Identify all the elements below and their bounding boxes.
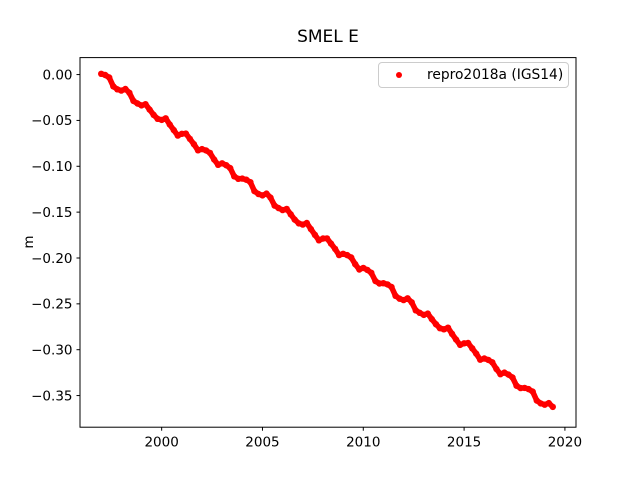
- y-axis-label: m: [21, 235, 37, 249]
- y-tick-label: 0.00: [42, 67, 72, 83]
- data-point: [428, 315, 435, 323]
- data-point: [331, 245, 339, 253]
- data-point: [489, 359, 496, 366]
- data-point: [469, 345, 476, 352]
- data-point: [493, 365, 500, 373]
- y-tick-label: −0.05: [31, 113, 72, 129]
- data-point: [529, 388, 536, 395]
- data-point: [126, 89, 133, 97]
- data-point: [464, 339, 472, 347]
- data-point: [227, 164, 234, 172]
- data-point: [186, 135, 194, 143]
- data-point: [146, 106, 153, 113]
- data-point: [549, 403, 556, 411]
- data-point: [448, 330, 456, 337]
- data-point: [348, 254, 355, 261]
- data-point: [190, 141, 198, 148]
- legend-marker-icon: [396, 72, 402, 78]
- x-tick-label: 2005: [245, 435, 279, 451]
- data-point: [287, 211, 294, 218]
- data-point: [323, 235, 331, 242]
- data-point: [267, 194, 274, 201]
- data-point: [311, 231, 319, 238]
- data-point: [368, 269, 375, 276]
- axes-box: [79, 57, 577, 428]
- data-point: [473, 350, 480, 357]
- data-point: [352, 261, 359, 268]
- chart-title: SMEL E: [297, 27, 359, 47]
- y-tick-label: −0.10: [31, 159, 72, 175]
- data-point: [291, 216, 298, 223]
- y-tick-label: −0.30: [31, 343, 72, 359]
- y-tick-label: −0.15: [31, 205, 72, 221]
- x-tick-label: 2010: [346, 435, 380, 451]
- data-point: [327, 240, 335, 247]
- y-tick-label: −0.35: [31, 388, 72, 404]
- data-point: [166, 121, 173, 128]
- x-tick-label: 2015: [447, 435, 481, 451]
- data-point: [210, 156, 218, 163]
- data-point: [408, 299, 415, 306]
- data-point: [404, 295, 411, 302]
- data-point: [122, 85, 129, 93]
- data-point: [388, 283, 395, 291]
- data-point: [106, 74, 113, 81]
- data-point: [283, 205, 290, 213]
- data-point: [150, 111, 157, 119]
- y-tick-label: −0.25: [31, 297, 72, 313]
- data-point: [424, 310, 431, 317]
- data-point: [307, 225, 315, 233]
- data-point: [142, 101, 149, 108]
- data-point: [170, 126, 177, 134]
- data-point: [444, 324, 452, 331]
- data-point: [263, 190, 270, 197]
- data-point: [545, 399, 552, 407]
- y-tick-label: −0.20: [31, 251, 72, 267]
- data-point: [247, 179, 254, 186]
- legend-label: repro2018a (IGS14): [427, 67, 564, 83]
- legend-box: repro2018a (IGS14): [378, 62, 569, 88]
- x-tick-label: 2000: [144, 435, 178, 451]
- data-point: [509, 374, 516, 381]
- data-point: [206, 149, 214, 157]
- data-point: [432, 321, 440, 328]
- data-point: [182, 130, 190, 137]
- data-point: [303, 219, 310, 227]
- data-point: [162, 115, 169, 122]
- data-point: [452, 336, 460, 343]
- x-tick-label: 2020: [548, 435, 582, 451]
